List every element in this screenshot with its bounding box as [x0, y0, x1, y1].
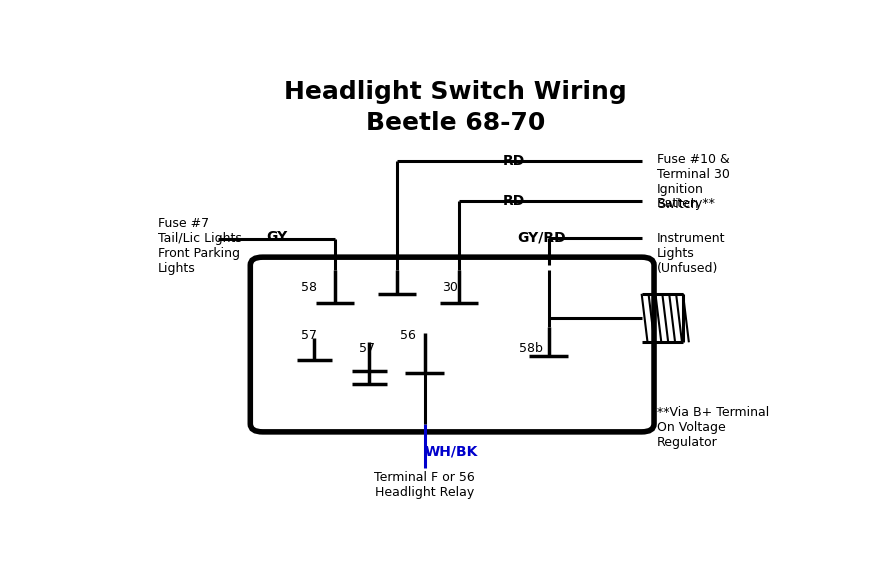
Text: Terminal F or 56
Headlight Relay: Terminal F or 56 Headlight Relay: [374, 471, 475, 499]
Text: 57: 57: [359, 342, 375, 355]
Text: **Via B+ Terminal
On Voltage
Regulator: **Via B+ Terminal On Voltage Regulator: [657, 406, 769, 449]
Text: Battery**: Battery**: [657, 197, 716, 210]
Text: 58: 58: [300, 281, 316, 294]
Text: WH/BK: WH/BK: [425, 445, 478, 458]
Text: Fuse #7
Tail/Lic Lights
Front Parking
Lights: Fuse #7 Tail/Lic Lights Front Parking Li…: [158, 217, 242, 274]
Text: GY/RD: GY/RD: [517, 231, 566, 245]
Text: 58b: 58b: [519, 342, 543, 355]
Text: Instrument
Lights
(Unfused): Instrument Lights (Unfused): [657, 232, 725, 275]
Text: RD: RD: [502, 154, 525, 168]
Text: GY: GY: [266, 230, 287, 244]
Text: 56: 56: [401, 329, 416, 342]
Text: Beetle 68-70: Beetle 68-70: [366, 111, 545, 135]
Text: 57: 57: [300, 329, 316, 342]
Text: Headlight Switch Wiring: Headlight Switch Wiring: [284, 80, 627, 104]
Text: 30: 30: [442, 281, 458, 294]
Text: Fuse #10 &
Terminal 30
Ignition
Switch: Fuse #10 & Terminal 30 Ignition Switch: [657, 152, 730, 211]
FancyBboxPatch shape: [251, 257, 654, 432]
Text: RD: RD: [502, 194, 525, 208]
